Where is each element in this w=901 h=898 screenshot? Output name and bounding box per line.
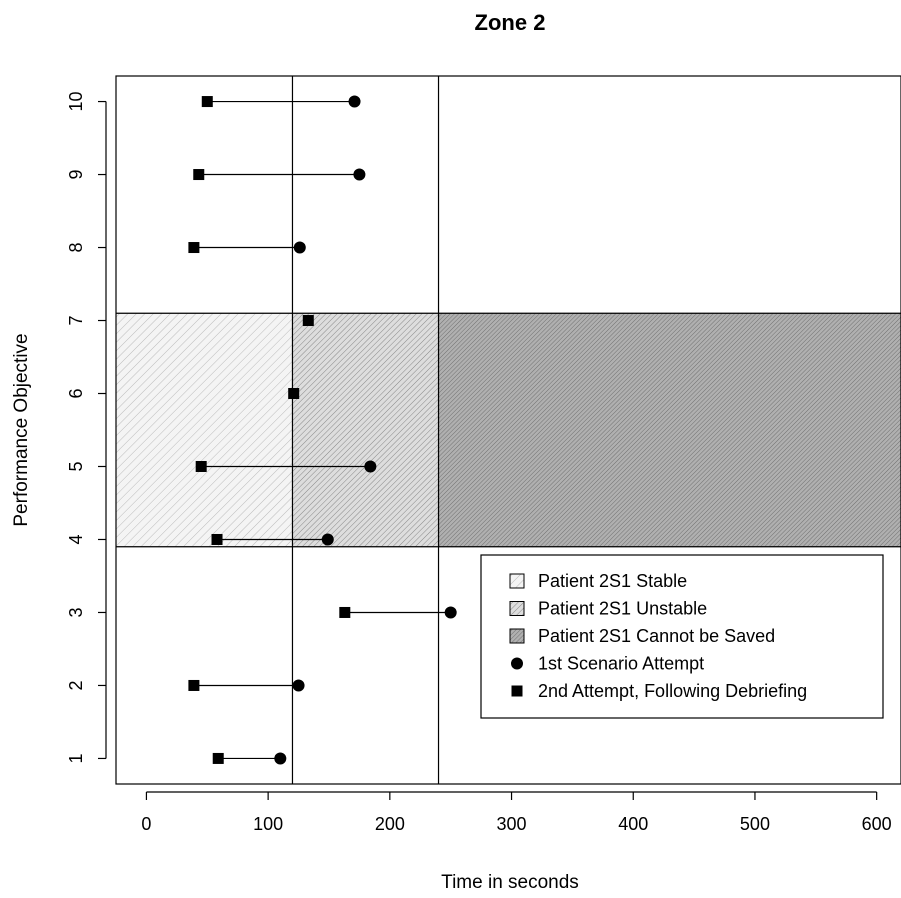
x-axis-label: Time in seconds [441, 872, 579, 893]
x-tick-label: 400 [618, 814, 648, 834]
second-attempt-point-2 [188, 679, 200, 691]
legend-swatch-2 [509, 601, 525, 616]
second-attempt-point-4 [211, 533, 223, 545]
y-tick-label: 2 [66, 680, 86, 690]
first-attempt-point-5 [364, 460, 377, 473]
second-attempt-point-7 [302, 315, 314, 327]
plot-area [115, 75, 901, 785]
legend: Patient 2S1 Stable Patient 2S1 Unstable Pa… [480, 554, 884, 719]
second-attempt-point-5 [195, 460, 207, 472]
x-tick-label: 600 [862, 814, 892, 834]
x-tick-label: 100 [253, 814, 283, 834]
zone-3 [438, 313, 901, 547]
second-attempt-point-9 [193, 169, 205, 181]
zone-2 [292, 313, 439, 547]
chart-title: Zone 2 [475, 10, 546, 35]
first-attempt-point-8 [293, 241, 306, 254]
legend-label-3: Patient 2S1 Cannot be Saved [538, 626, 775, 646]
first-attempt-point-4 [321, 533, 334, 546]
second-attempt-point-6 [288, 388, 300, 400]
zone-1 [116, 313, 293, 547]
x-tick-label: 300 [497, 814, 527, 834]
y-tick-label: 6 [66, 388, 86, 398]
first-attempt-point-3 [444, 606, 457, 619]
y-tick-label: 9 [66, 170, 86, 180]
first-attempt-point-1 [274, 752, 287, 765]
y-axis: 1 2 3 4 5 6 7 8 9 10 [66, 92, 107, 763]
y-tick-label: 5 [66, 461, 86, 471]
first-attempt-point-2 [292, 679, 305, 692]
legend-circle-marker [511, 657, 523, 670]
first-attempt-point-9 [353, 168, 366, 181]
y-tick-label: 4 [66, 534, 86, 544]
x-tick-label: 200 [375, 814, 405, 834]
y-axis-label: Performance Objective [11, 333, 32, 526]
y-tick-label: 10 [66, 92, 86, 112]
legend-swatch-1 [509, 573, 525, 589]
first-attempt-point-10 [348, 95, 361, 108]
x-tick-label: 0 [141, 814, 151, 834]
x-axis: 0 100 200 300 400 500 600 [141, 791, 892, 834]
legend-box [480, 554, 884, 719]
y-tick-label: 3 [66, 607, 86, 617]
legend-square-marker [511, 685, 523, 697]
legend-label-4: 1st Scenario Attempt [538, 654, 704, 674]
legend-label-5: 2nd Attempt, Following Debriefing [538, 681, 807, 701]
second-attempt-point-1 [212, 752, 224, 764]
x-tick-label: 500 [740, 814, 770, 834]
y-tick-label: 1 [66, 753, 86, 763]
second-attempt-point-3 [339, 606, 351, 618]
y-tick-label: 7 [66, 316, 86, 326]
legend-swatch-3 [509, 628, 525, 644]
y-tick-label: 8 [66, 243, 86, 253]
legend-label-2: Patient 2S1 Unstable [538, 599, 707, 619]
second-attempt-point-10 [201, 96, 213, 108]
legend-label-1: Patient 2S1 Stable [538, 571, 687, 591]
second-attempt-point-8 [188, 242, 200, 254]
